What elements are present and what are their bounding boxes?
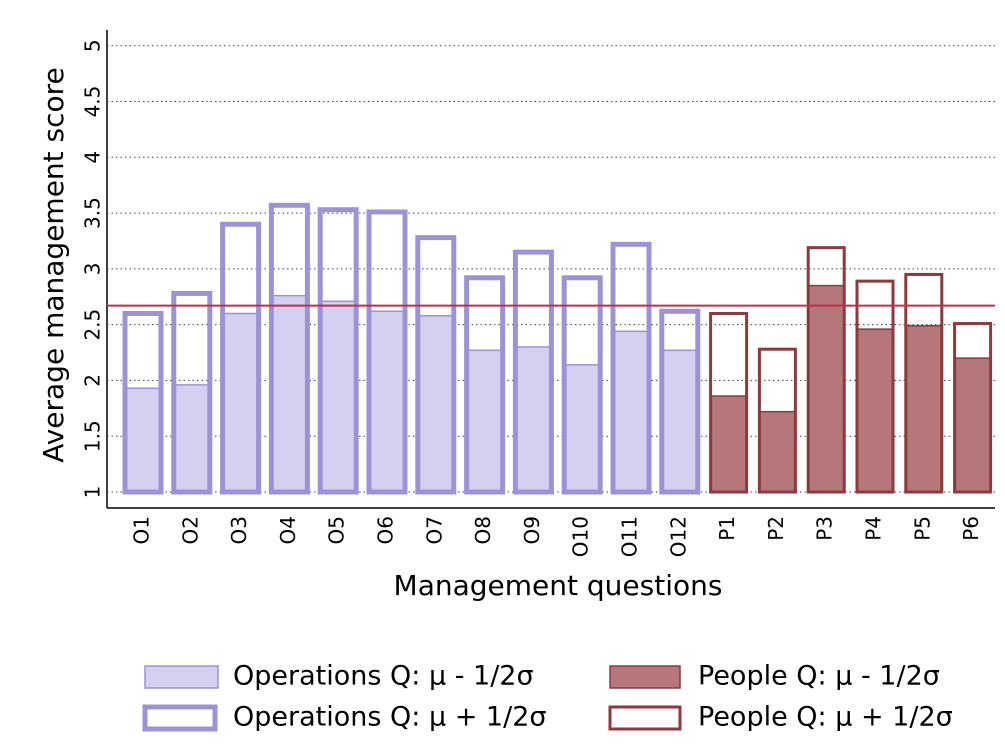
bar bbox=[610, 241, 652, 495]
bar bbox=[904, 272, 944, 494]
bar bbox=[905, 325, 943, 493]
bar bbox=[171, 290, 213, 495]
bar bbox=[415, 235, 457, 495]
x-axis-title: Management questions bbox=[394, 569, 723, 602]
y-tick-label: 1.5 bbox=[81, 420, 105, 452]
y-tick-label: 1 bbox=[81, 486, 105, 499]
x-tick-label: P6 bbox=[959, 516, 983, 541]
y-tick-label: 2.5 bbox=[81, 309, 105, 341]
x-tick-label: O8 bbox=[471, 516, 495, 544]
x-tick-label: O9 bbox=[520, 516, 544, 544]
bar bbox=[659, 308, 701, 495]
bar bbox=[368, 310, 406, 493]
bar bbox=[173, 384, 211, 493]
bar bbox=[122, 310, 164, 495]
y-tick-label: 5 bbox=[81, 39, 105, 52]
legend-swatch bbox=[144, 665, 219, 689]
x-tick-label: O3 bbox=[227, 516, 251, 544]
x-tick-label: O2 bbox=[178, 516, 202, 544]
bar bbox=[366, 209, 408, 495]
bar bbox=[561, 275, 603, 495]
bar bbox=[856, 328, 894, 493]
x-tick-label: O12 bbox=[666, 516, 690, 557]
bar bbox=[464, 275, 506, 495]
x-tick-label: O11 bbox=[618, 516, 642, 557]
bar bbox=[465, 349, 504, 493]
x-tick-label: O6 bbox=[374, 516, 398, 544]
y-tick-label: 3.5 bbox=[81, 197, 105, 229]
bar bbox=[953, 322, 993, 494]
bar bbox=[757, 347, 797, 494]
legend-swatch bbox=[142, 704, 218, 732]
y-axis-title: Average management score bbox=[37, 67, 70, 463]
bar bbox=[563, 364, 601, 493]
x-tick-label: O4 bbox=[276, 516, 300, 544]
legend-swatch bbox=[608, 705, 682, 731]
y-tick-label: 2 bbox=[81, 374, 105, 387]
x-tick-label: O1 bbox=[130, 516, 154, 544]
x-tick-label: O5 bbox=[325, 516, 349, 544]
legend-label: People Q: μ + 1/2σ bbox=[698, 702, 953, 733]
y-tick-label: 4 bbox=[81, 151, 105, 164]
legend-label: Operations Q: μ + 1/2σ bbox=[233, 702, 546, 733]
bar bbox=[661, 349, 699, 493]
y-tick-label: 4.5 bbox=[81, 86, 105, 118]
x-tick-label: P1 bbox=[715, 516, 739, 541]
bar bbox=[221, 312, 260, 493]
x-tick-label: P5 bbox=[910, 516, 934, 541]
bar bbox=[855, 279, 895, 494]
bar bbox=[270, 294, 309, 493]
bar bbox=[806, 246, 846, 494]
x-tick-label: O10 bbox=[569, 516, 593, 557]
x-tick-label: P2 bbox=[764, 516, 788, 541]
bar bbox=[512, 249, 554, 495]
legend-label: People Q: μ - 1/2σ bbox=[698, 661, 940, 692]
bar bbox=[709, 311, 749, 494]
y-tick-label: 3 bbox=[81, 263, 105, 276]
x-tick-label: O7 bbox=[422, 516, 446, 544]
legend-swatch bbox=[609, 665, 681, 689]
bar bbox=[220, 221, 262, 495]
x-tick-label: P3 bbox=[813, 516, 837, 541]
bar bbox=[807, 284, 845, 493]
bar bbox=[758, 410, 797, 493]
bar bbox=[319, 300, 357, 493]
bar bbox=[709, 395, 748, 493]
bar bbox=[124, 387, 162, 493]
bar bbox=[268, 202, 310, 495]
x-tick-label: P4 bbox=[862, 516, 886, 541]
legend-label: Operations Q: μ - 1/2σ bbox=[233, 661, 534, 692]
bar bbox=[612, 330, 650, 493]
bar bbox=[953, 357, 992, 493]
bar bbox=[317, 207, 359, 495]
bar bbox=[417, 314, 455, 493]
bar bbox=[514, 346, 553, 493]
